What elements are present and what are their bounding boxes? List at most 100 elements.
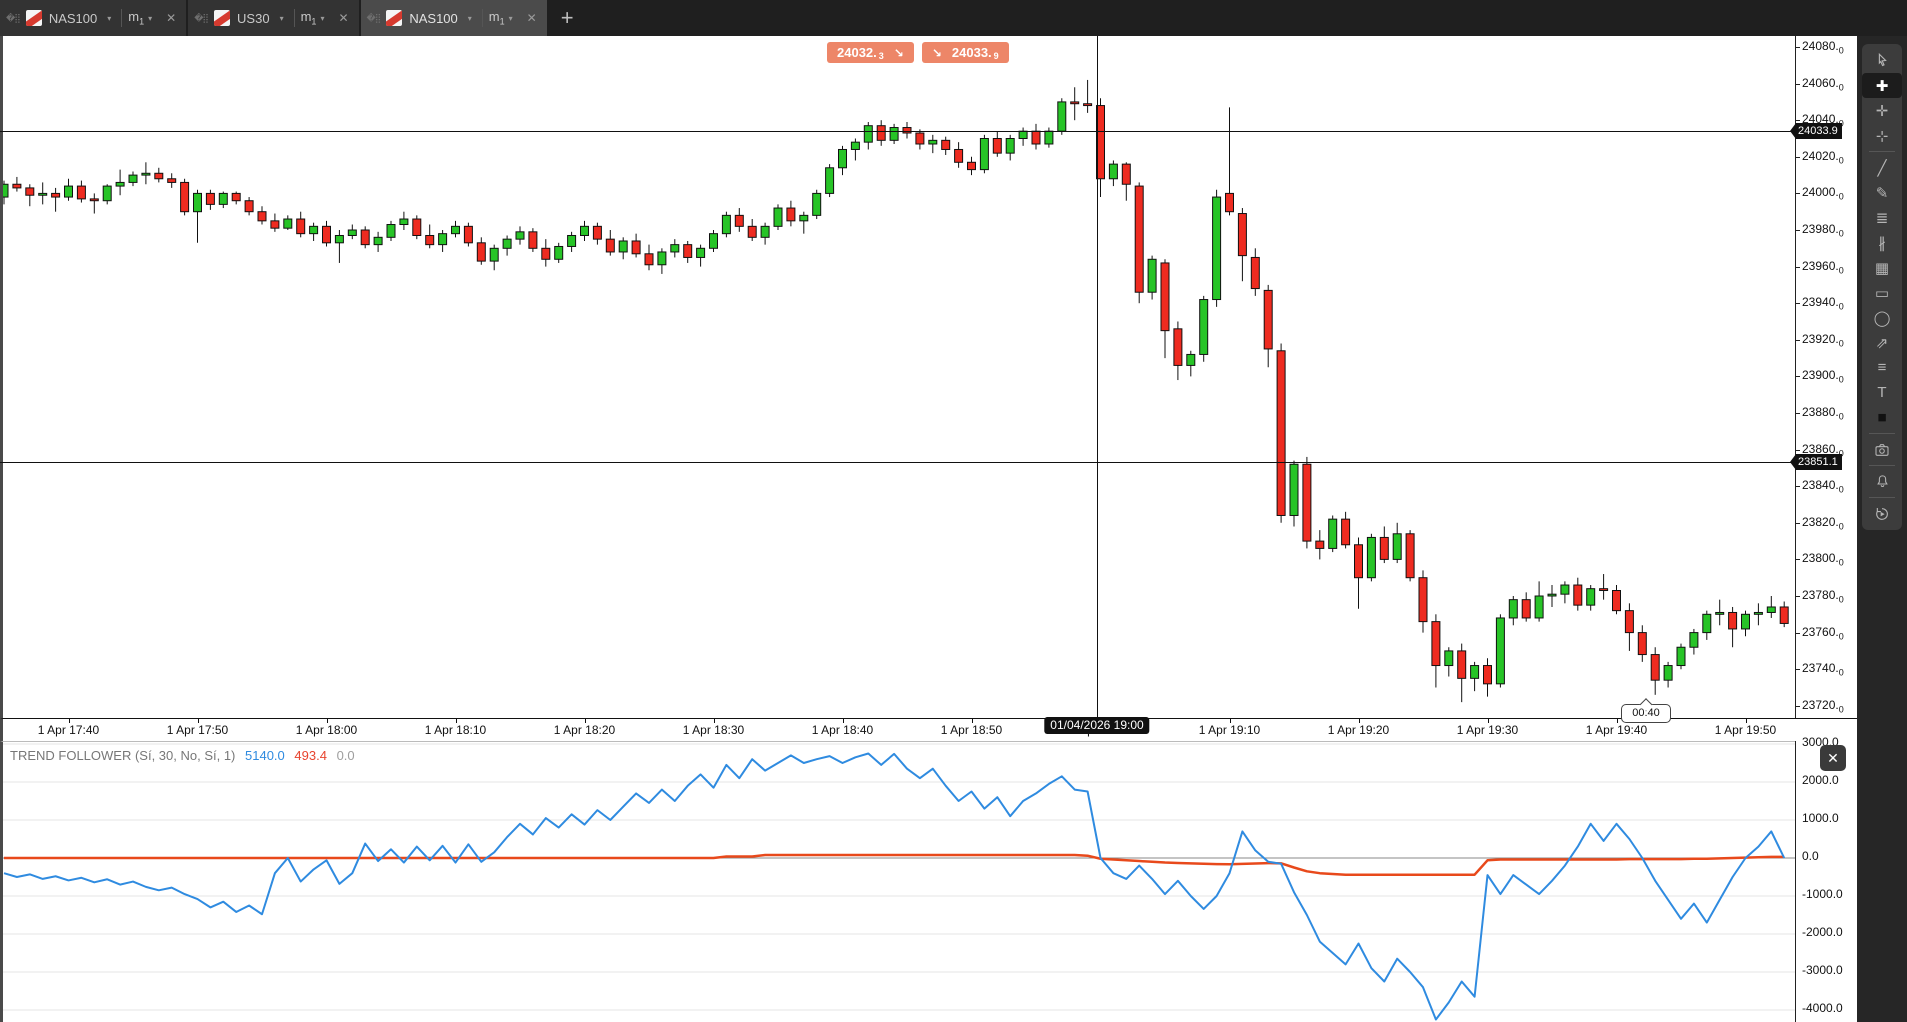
indicator-panel[interactable] bbox=[0, 741, 1795, 1022]
candle bbox=[439, 234, 447, 245]
tab-drag-handle-icon[interactable]: �⣿ bbox=[6, 13, 20, 24]
candle bbox=[361, 230, 369, 245]
candle bbox=[426, 235, 434, 244]
camera-icon[interactable] bbox=[1862, 437, 1902, 462]
candle bbox=[1613, 591, 1621, 611]
indicator-line-main bbox=[4, 754, 1784, 1020]
parallel-channel-icon[interactable]: ∦ bbox=[1862, 230, 1902, 255]
price-axis-tick bbox=[1796, 303, 1800, 304]
timeframe-dropdown-caret-icon[interactable]: ▾ bbox=[148, 14, 152, 23]
timeframe-selector[interactable]: m1 bbox=[301, 9, 317, 27]
text-tool-icon[interactable]: T bbox=[1862, 380, 1902, 405]
candle bbox=[1290, 464, 1298, 515]
candle bbox=[839, 149, 847, 167]
candle bbox=[955, 149, 963, 162]
crosshair-icon[interactable]: ✚ bbox=[1862, 73, 1902, 98]
indicator-axis-label: 0.0 bbox=[1802, 849, 1819, 863]
price-axis-label: 23960.0 bbox=[1802, 259, 1844, 275]
price-axis-label: 23820.0 bbox=[1802, 515, 1844, 531]
candle bbox=[1535, 596, 1543, 618]
timeframe-selector[interactable]: m1 bbox=[489, 9, 505, 27]
candle bbox=[684, 245, 692, 258]
candle bbox=[1664, 666, 1672, 681]
tab-drag-handle-icon[interactable]: �⣿ bbox=[367, 13, 381, 24]
ellipse-tool-icon[interactable]: ◯ bbox=[1862, 305, 1902, 330]
candle bbox=[1148, 259, 1156, 292]
indicator-value-axis[interactable]: 3000.02000.01000.00.0-1000.0-2000.0-3000… bbox=[1796, 741, 1857, 1022]
timeframe-selector[interactable]: m1 bbox=[128, 9, 144, 27]
chart-tab-nas100-0[interactable]: �⣿NAS100▾m1▾✕ bbox=[0, 0, 186, 36]
trendline-icon[interactable]: ╱ bbox=[1862, 155, 1902, 180]
candle bbox=[155, 173, 163, 178]
add-chart-tab-button[interactable]: + bbox=[549, 0, 586, 36]
candle bbox=[1754, 612, 1762, 614]
broker-logo-icon bbox=[386, 10, 402, 26]
candle bbox=[1419, 578, 1427, 622]
alert-bell-icon[interactable] bbox=[1862, 469, 1902, 494]
candle bbox=[1329, 519, 1337, 548]
time-axis-label: 1 Apr 19:30 bbox=[1457, 723, 1518, 737]
tab-close-icon[interactable]: ✕ bbox=[527, 11, 537, 25]
candle bbox=[168, 179, 176, 183]
equidistant-lines-icon[interactable]: ≡ bbox=[1862, 355, 1902, 380]
trend-arrow-icon[interactable]: ⇗ bbox=[1862, 330, 1902, 355]
fibonacci-icon[interactable]: ≣ bbox=[1862, 205, 1902, 230]
sell-button[interactable]: 24032.3 ↘ bbox=[827, 42, 914, 63]
price-axis-tick bbox=[1796, 376, 1800, 377]
magnet-crosshair-icon[interactable]: ✛ bbox=[1862, 98, 1902, 123]
candlestick-chart[interactable] bbox=[0, 36, 1795, 718]
sell-price: 24032. bbox=[837, 45, 877, 60]
chart-tab-bar: �⣿NAS100▾m1▾✕�⣿US30▾m1▾✕�⣿NAS100▾m1▾✕+ bbox=[0, 0, 1907, 36]
pointer-icon[interactable] bbox=[1862, 48, 1902, 73]
replay-icon[interactable] bbox=[1862, 501, 1902, 526]
time-axis-label: 1 Apr 18:20 bbox=[554, 723, 615, 737]
candle bbox=[555, 246, 563, 259]
time-axis-label: 1 Apr 17:40 bbox=[38, 723, 99, 737]
candle bbox=[1458, 651, 1466, 678]
tab-close-icon[interactable]: ✕ bbox=[166, 11, 176, 25]
chart-tab-nas100-2[interactable]: �⣿NAS100▾m1▾✕ bbox=[361, 0, 547, 36]
candles-plot[interactable] bbox=[3, 36, 1795, 718]
candle bbox=[258, 212, 266, 221]
candle bbox=[1161, 263, 1169, 331]
box-crosshair-icon[interactable]: ⊹ bbox=[1862, 123, 1902, 148]
price-axis-label: 23900.0 bbox=[1802, 368, 1844, 384]
timeframe-dropdown-caret-icon[interactable]: ▾ bbox=[320, 14, 324, 23]
candle bbox=[1716, 612, 1724, 614]
candle bbox=[916, 133, 924, 144]
candle bbox=[980, 139, 988, 170]
toolbar-divider bbox=[1869, 465, 1895, 466]
candle bbox=[77, 186, 85, 199]
timeframe-dropdown-caret-icon[interactable]: ▾ bbox=[509, 14, 513, 23]
candle bbox=[245, 201, 253, 212]
indicator-axis-label: -1000.0 bbox=[1802, 887, 1843, 901]
indicator-close-button[interactable]: ✕ bbox=[1820, 745, 1846, 771]
tab-drag-handle-icon[interactable]: �⣿ bbox=[194, 13, 208, 24]
candle bbox=[722, 215, 730, 233]
candle bbox=[516, 232, 524, 239]
indicator-value-signal: 493.4 bbox=[294, 748, 327, 763]
candle bbox=[52, 193, 60, 197]
pattern-icon[interactable]: ▦ bbox=[1862, 255, 1902, 280]
candle bbox=[503, 239, 511, 248]
broker-logo-icon bbox=[26, 10, 42, 26]
candle bbox=[671, 245, 679, 252]
indicator-plot[interactable] bbox=[3, 742, 1795, 1022]
candle bbox=[748, 226, 756, 237]
candle bbox=[619, 241, 627, 252]
chart-tab-us30-1[interactable]: �⣿US30▾m1▾✕ bbox=[188, 0, 358, 36]
candle bbox=[1484, 666, 1492, 684]
freehand-draw-icon[interactable]: ✎ bbox=[1862, 180, 1902, 205]
symbol-dropdown-caret-icon[interactable]: ▾ bbox=[107, 14, 111, 23]
price-axis-tick bbox=[1796, 596, 1800, 597]
symbol-dropdown-caret-icon[interactable]: ▾ bbox=[280, 14, 284, 23]
color-swatch-icon[interactable]: ■ bbox=[1862, 405, 1902, 430]
time-axis[interactable]: 1 Apr 17:401 Apr 17:501 Apr 18:001 Apr 1… bbox=[0, 718, 1857, 741]
indicator-axis-label: -3000.0 bbox=[1802, 963, 1843, 977]
tab-close-icon[interactable]: ✕ bbox=[338, 11, 348, 25]
buy-button[interactable]: ↘ 24033.9 bbox=[922, 42, 1009, 63]
candle bbox=[581, 226, 589, 235]
symbol-dropdown-caret-icon[interactable]: ▾ bbox=[468, 14, 472, 23]
candle bbox=[39, 193, 47, 195]
rectangle-tool-icon[interactable]: ▭ bbox=[1862, 280, 1902, 305]
